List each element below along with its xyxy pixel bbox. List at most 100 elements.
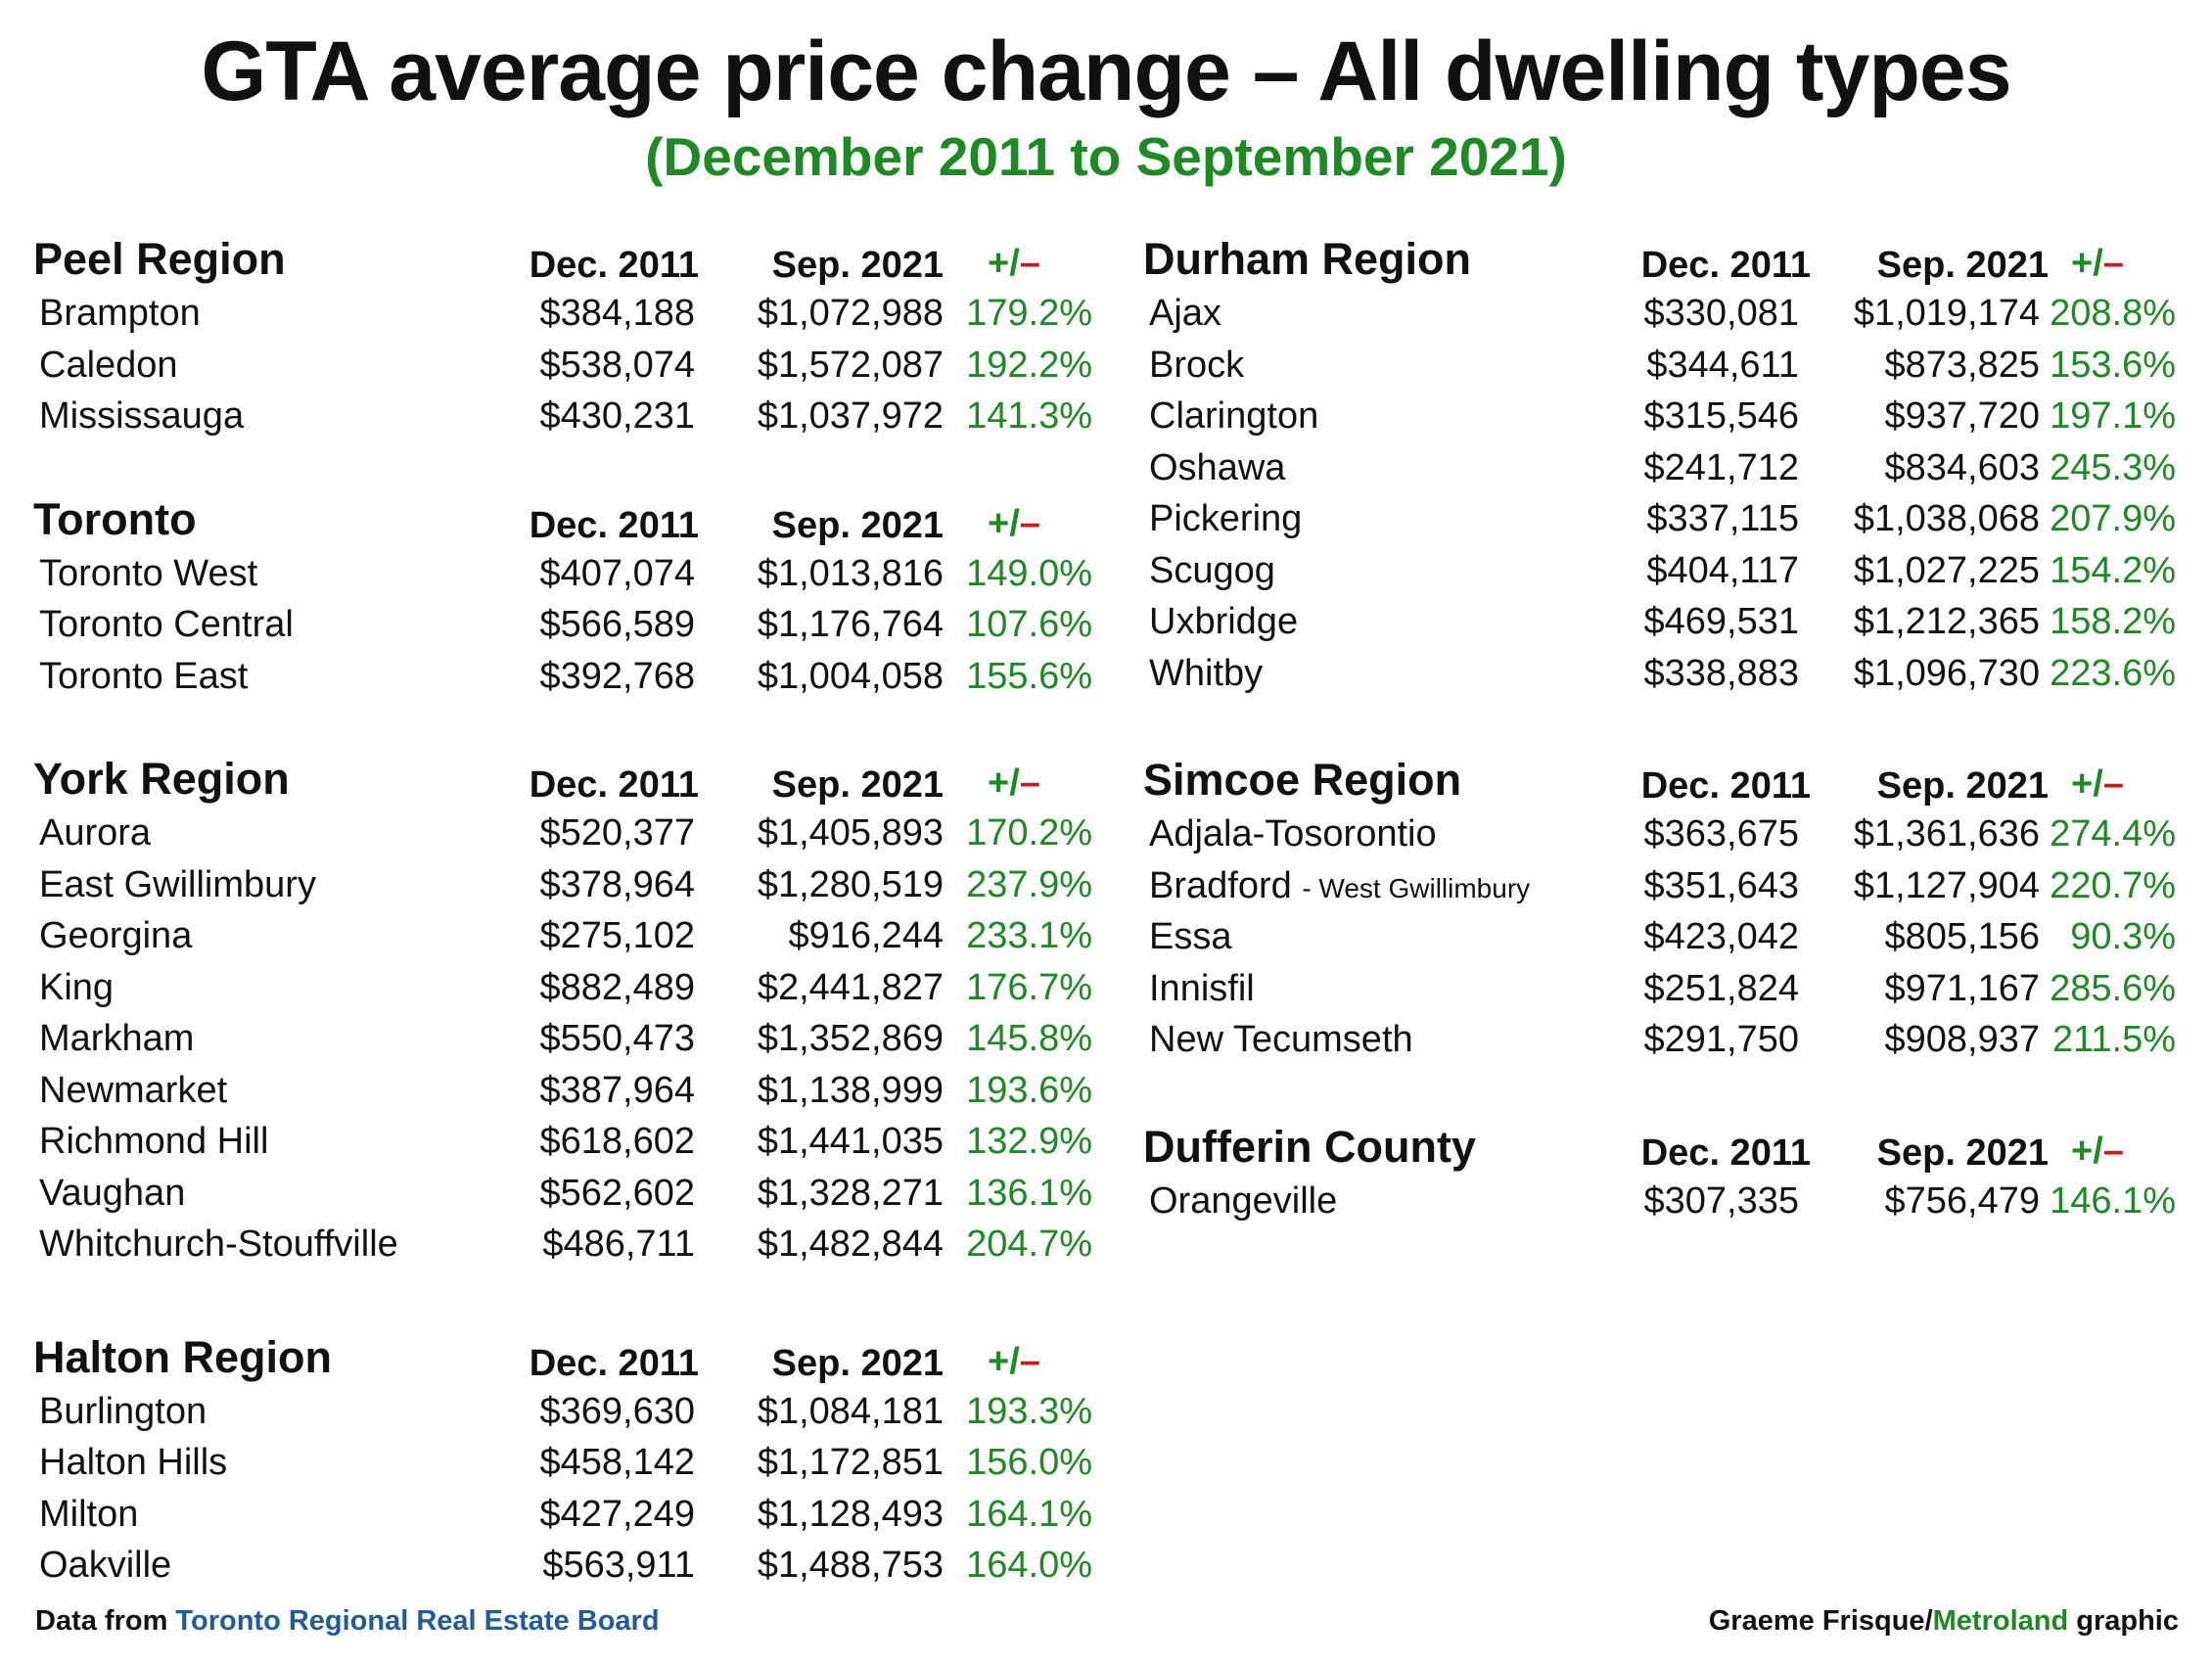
region-block: Durham Region Dec. 2011 Sep. 2021 +/– Ajax $3… xyxy=(1143,230,2190,698)
municipality-label: Clarington xyxy=(1149,395,1319,437)
price-sep-2021: $1,176,764 xyxy=(757,604,944,645)
region-header: Simcoe Region Dec. 2011 Sep. 2021 +/– xyxy=(1143,751,2190,808)
table-row: Mississauga $430,231 $1,037,972 141.3% xyxy=(33,390,1092,441)
municipality-label: Markham xyxy=(39,1018,195,1059)
percent-change: 223.6% xyxy=(2050,652,2176,694)
region-name: Dufferin County xyxy=(1143,1121,1476,1172)
municipality-name: Richmond Hill xyxy=(39,1121,268,1163)
municipality-name: Essa xyxy=(1149,916,1231,958)
column-header-dec-2011: Dec. 2011 xyxy=(529,504,699,546)
column-header-change: +/– xyxy=(988,243,1040,285)
table-row: Toronto East $392,768 $1,004,058 155.6% xyxy=(33,650,1092,702)
left-column: Peel Region Dec. 2011 Sep. 2021 +/– Brampton… xyxy=(33,230,1092,1591)
chart-subtitle: (December 2011 to September 2021) xyxy=(645,126,1567,187)
table-row: New Tecumseth $291,750 $908,937 211.5% xyxy=(1143,1013,2190,1065)
price-dec-2011: $458,142 xyxy=(539,1442,696,1483)
price-sep-2021: $873,825 xyxy=(1884,344,2041,386)
price-sep-2021: $1,084,181 xyxy=(757,1390,944,1432)
municipality-label: Burlington xyxy=(39,1390,207,1432)
price-dec-2011: $351,643 xyxy=(1643,864,1800,906)
minus-sign: – xyxy=(2102,243,2124,284)
region-header: Toronto Dec. 2011 Sep. 2021 +/– xyxy=(33,490,1071,547)
municipality-note: - West Gwillimbury xyxy=(1302,872,1531,903)
table-row: Toronto West $407,074 $1,013,816 149.0% xyxy=(33,547,1092,599)
region-name: York Region xyxy=(33,754,290,804)
percent-change: 193.6% xyxy=(966,1069,1092,1111)
percent-change: 154.2% xyxy=(2050,549,2176,591)
price-sep-2021: $1,212,365 xyxy=(1853,601,2040,642)
column-header-sep-2021: Sep. 2021 xyxy=(1876,1132,2049,1174)
price-sep-2021: $1,482,844 xyxy=(757,1224,944,1265)
municipality-name: Halton Hills xyxy=(39,1442,227,1484)
price-dec-2011: $338,883 xyxy=(1643,652,1800,694)
price-dec-2011: $469,531 xyxy=(1643,601,1800,642)
price-sep-2021: $1,138,999 xyxy=(757,1069,944,1111)
plus-sign: +/ xyxy=(988,243,1020,284)
column-header-change: +/– xyxy=(2071,1131,2124,1173)
table-row: Georgina $275,102 $916,244 233.1% xyxy=(33,909,1092,961)
municipality-name: Toronto Central xyxy=(39,604,294,646)
municipality-label: Whitby xyxy=(1149,652,1264,694)
municipality-label: Mississauga xyxy=(39,395,245,437)
table-row: Whitchurch-Stouffville $486,711 $1,482,844… xyxy=(33,1218,1092,1270)
column-header-change: +/– xyxy=(988,1341,1040,1383)
municipality-label: Whitchurch-Stouffville xyxy=(39,1224,398,1265)
column-header-change: +/– xyxy=(2071,243,2124,285)
price-sep-2021: $1,128,493 xyxy=(757,1493,944,1535)
column-header-change: +/– xyxy=(988,763,1040,805)
municipality-name: Mississauga xyxy=(39,395,244,438)
price-dec-2011: $251,824 xyxy=(1643,967,1800,1009)
price-dec-2011: $392,768 xyxy=(539,655,696,697)
plus-sign: +/ xyxy=(2071,763,2103,805)
price-dec-2011: $423,042 xyxy=(1643,916,1800,957)
municipality-name: Ajax xyxy=(1149,293,1221,335)
region-header: Durham Region Dec. 2011 Sep. 2021 +/– xyxy=(1143,230,2190,287)
municipality-label: Brampton xyxy=(39,293,201,334)
column-header-sep-2021: Sep. 2021 xyxy=(1876,245,2049,286)
region-block: Toronto Dec. 2011 Sep. 2021 +/– Toronto West… xyxy=(33,490,1092,702)
source-name: Toronto Regional Real Estate Board xyxy=(175,1605,660,1637)
region-spacer xyxy=(1143,1065,2190,1118)
price-sep-2021: $937,720 xyxy=(1884,395,2041,437)
municipality-label: Brock xyxy=(1149,344,1245,386)
municipality-name: Whitchurch-Stouffville xyxy=(39,1224,398,1266)
price-dec-2011: $882,489 xyxy=(539,966,696,1008)
municipality-name: Oshawa xyxy=(1149,447,1285,489)
region-spacer xyxy=(33,1270,1071,1328)
municipality-name: Bradford - West Gwillimbury xyxy=(1149,865,1530,907)
column-header-dec-2011: Dec. 2011 xyxy=(529,764,699,806)
municipality-name: Milton xyxy=(39,1494,138,1536)
table-row: Newmarket $387,964 $1,138,999 193.6% xyxy=(33,1064,1092,1116)
region-spacer xyxy=(33,441,1071,490)
percent-change: 164.1% xyxy=(966,1493,1092,1535)
price-dec-2011: $566,589 xyxy=(539,604,696,645)
column-header-sep-2021: Sep. 2021 xyxy=(1876,765,2049,807)
region-name: Durham Region xyxy=(1143,234,1472,284)
region-name: Peel Region xyxy=(33,234,286,284)
price-sep-2021: $1,013,816 xyxy=(757,552,944,594)
column-header-sep-2021: Sep. 2021 xyxy=(771,1342,944,1384)
percent-change: 156.0% xyxy=(966,1442,1092,1483)
municipality-label: Toronto West xyxy=(39,552,258,594)
municipality-label: Toronto Central xyxy=(39,604,294,645)
table-row: Brampton $384,188 $1,072,988 179.2% xyxy=(33,287,1092,339)
percent-change: 179.2% xyxy=(966,293,1092,334)
region-name: Toronto xyxy=(33,493,197,544)
column-header-dec-2011: Dec. 2011 xyxy=(1640,1132,1811,1174)
percent-change: 274.4% xyxy=(2050,813,2176,855)
municipality-label: Pickering xyxy=(1149,498,1303,539)
price-sep-2021: $1,361,636 xyxy=(1853,813,2040,855)
percent-change: 208.8% xyxy=(2050,293,2176,334)
municipality-name: Scugog xyxy=(1149,550,1275,592)
table-row: Vaughan $562,602 $1,328,271 136.1% xyxy=(33,1167,1092,1219)
price-dec-2011: $291,750 xyxy=(1643,1019,1800,1060)
percent-change: 149.0% xyxy=(966,552,1092,594)
minus-sign: – xyxy=(1019,763,1040,804)
source-prefix: Data from xyxy=(35,1605,176,1637)
municipality-name: Brampton xyxy=(39,293,201,335)
region-block: York Region Dec. 2011 Sep. 2021 +/– Aurora $5… xyxy=(33,750,1092,1270)
municipality-label: Innisfil xyxy=(1149,967,1255,1009)
graphic-credit: Graeme Frisque/Metroland graphic xyxy=(1709,1605,2179,1638)
price-dec-2011: $369,630 xyxy=(539,1390,696,1432)
region-header: Halton Region Dec. 2011 Sep. 2021 +/– xyxy=(33,1328,1071,1385)
